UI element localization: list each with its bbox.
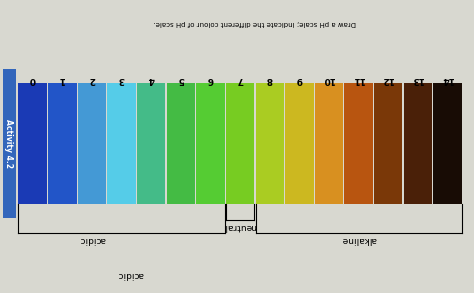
Text: 4: 4 (148, 75, 155, 84)
Text: 1: 1 (59, 75, 65, 84)
Bar (315, 83, 343, 204)
FancyBboxPatch shape (0, 69, 17, 218)
Bar (433, 83, 462, 204)
Text: neutral: neutral (224, 222, 256, 231)
Text: 9: 9 (296, 75, 302, 84)
Text: 6: 6 (207, 75, 214, 84)
Text: 11: 11 (352, 75, 365, 84)
Bar (345, 83, 373, 204)
Bar (137, 83, 165, 204)
Text: 14: 14 (441, 75, 454, 84)
Text: acidic: acidic (79, 235, 105, 244)
Text: 2: 2 (89, 75, 95, 84)
Text: alkaline: alkaline (341, 235, 376, 244)
Text: 5: 5 (178, 75, 184, 84)
Bar (374, 83, 402, 204)
Text: 8: 8 (266, 75, 273, 84)
Text: 7: 7 (237, 75, 243, 84)
Bar (196, 83, 225, 204)
Text: acidic: acidic (117, 270, 144, 279)
Text: 10: 10 (323, 75, 335, 84)
Bar (48, 83, 77, 204)
Text: 13: 13 (411, 75, 424, 84)
Text: Activity 4.2: Activity 4.2 (4, 119, 13, 168)
Bar (18, 83, 47, 204)
Bar (78, 83, 106, 204)
Text: 3: 3 (118, 75, 125, 84)
Bar (226, 83, 255, 204)
Bar (255, 83, 284, 204)
Text: 0: 0 (30, 75, 36, 84)
Text: Draw a pH scale; indicate the different colour of pH scale.: Draw a pH scale; indicate the different … (154, 20, 356, 26)
Bar (108, 83, 136, 204)
Bar (167, 83, 195, 204)
Bar (404, 83, 432, 204)
Text: 12: 12 (382, 75, 394, 84)
Bar (285, 83, 314, 204)
